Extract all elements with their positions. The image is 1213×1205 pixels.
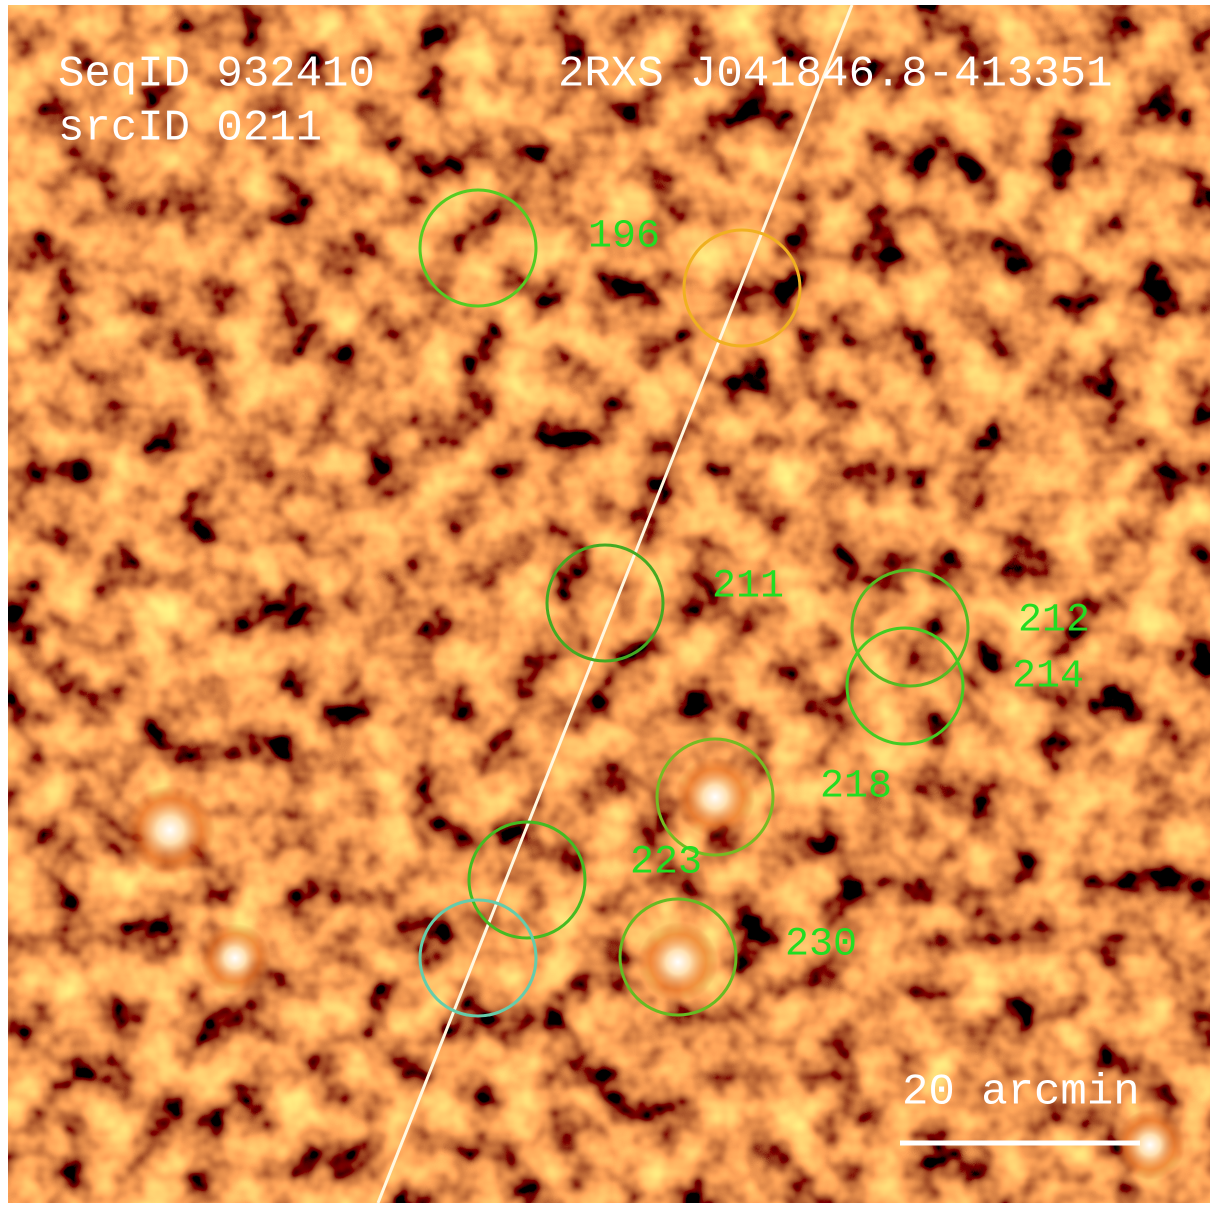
src-id: srcID 0211 bbox=[58, 104, 322, 154]
source-label: 196 bbox=[588, 215, 660, 260]
source-circle bbox=[467, 820, 587, 940]
target-circle bbox=[682, 228, 802, 348]
source-circle bbox=[850, 568, 970, 688]
bright-source bbox=[200, 923, 270, 993]
source-circle bbox=[618, 897, 738, 1017]
scan-line bbox=[376, 4, 854, 1204]
seq-id: SeqID 932410 bbox=[58, 50, 375, 100]
source-label: 230 bbox=[785, 923, 857, 968]
source-label: 214 bbox=[1012, 655, 1084, 700]
source-label: 212 bbox=[1018, 599, 1090, 644]
source-circle bbox=[655, 737, 775, 857]
source-label: 223 bbox=[630, 841, 702, 886]
source-circle bbox=[418, 188, 538, 308]
source-circle bbox=[845, 626, 965, 746]
source-circle bbox=[545, 543, 665, 663]
source-label: 218 bbox=[820, 765, 892, 810]
match-circle bbox=[418, 898, 538, 1018]
scale-label: 20 arcmin bbox=[902, 1068, 1140, 1118]
xray-texture bbox=[8, 5, 1210, 1203]
bright-source bbox=[675, 757, 755, 837]
source-name: 2RXS J041846.8-413351 bbox=[558, 50, 1113, 100]
bright-source bbox=[638, 922, 718, 1002]
source-label: 211 bbox=[712, 565, 784, 610]
bright-source bbox=[125, 785, 215, 875]
bright-source bbox=[1115, 1110, 1185, 1180]
